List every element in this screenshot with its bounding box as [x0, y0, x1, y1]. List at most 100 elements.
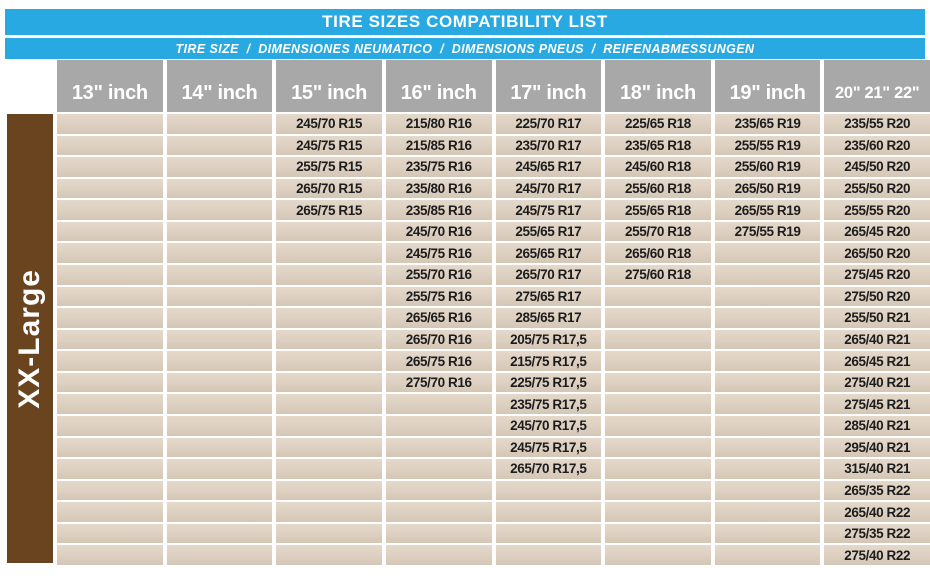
empty-cell: [276, 264, 382, 285]
column-header-2: 14" inch: [166, 60, 273, 112]
empty-cell: [605, 394, 711, 414]
empty-cell: [166, 221, 273, 242]
tire-size-cell: 265/70 R15: [276, 178, 382, 199]
empty-cell: [166, 114, 273, 134]
empty-cell: [57, 372, 163, 393]
tire-size-cell: 265/35 R22: [824, 480, 930, 501]
tire-size-cell: 265/65 R16: [385, 308, 492, 328]
empty-cell: [276, 394, 382, 414]
empty-cell: [57, 135, 163, 156]
empty-cell: [166, 523, 273, 544]
tire-size-cell: 265/70 R16: [385, 329, 492, 350]
tire-size-cell: 295/40 R21: [824, 437, 930, 458]
empty-cell: [605, 502, 711, 522]
size-group-sidebar: XX-Large: [7, 114, 53, 563]
column-header-3: 15" inch: [276, 60, 382, 112]
empty-cell: [714, 459, 821, 479]
empty-cell: [57, 286, 163, 307]
empty-cell: [605, 372, 711, 393]
empty-cell: [166, 200, 273, 220]
empty-cell: [714, 437, 821, 458]
empty-cell: [276, 351, 382, 371]
empty-cell: [57, 157, 163, 177]
tire-size-cell: 255/75 R16: [385, 286, 492, 307]
tire-size-cell: 245/50 R20: [824, 157, 930, 177]
tire-size-cell: 245/65 R17: [495, 157, 602, 177]
empty-cell: [276, 415, 382, 436]
column-header-8: 20" 21" 22": [824, 60, 930, 112]
empty-cell: [495, 523, 602, 544]
tire-size-cell: 255/70 R18: [605, 221, 711, 242]
empty-cell: [57, 523, 163, 544]
empty-cell: [166, 459, 273, 479]
empty-cell: [276, 459, 382, 479]
empty-cell: [714, 480, 821, 501]
empty-cell: [166, 372, 273, 393]
empty-cell: [605, 415, 711, 436]
empty-cell: [57, 329, 163, 350]
empty-cell: [166, 157, 273, 177]
empty-cell: [605, 437, 711, 458]
empty-cell: [166, 286, 273, 307]
tire-size-cell: 225/65 R18: [605, 114, 711, 134]
empty-cell: [276, 480, 382, 501]
tire-size-cell: 235/75 R17,5: [495, 394, 602, 414]
tire-size-cell: 285/65 R17: [495, 308, 602, 328]
tire-size-cell: 275/40 R22: [824, 545, 930, 565]
empty-cell: [714, 351, 821, 371]
empty-cell: [276, 243, 382, 263]
empty-cell: [714, 308, 821, 328]
tire-size-cell: 215/75 R17,5: [495, 351, 602, 371]
page-subtitle: TIRE SIZE / DIMENSIONES NEUMATICO / DIME…: [5, 38, 925, 59]
empty-cell: [276, 308, 382, 328]
empty-cell: [57, 502, 163, 522]
empty-cell: [57, 480, 163, 501]
tire-size-cell: 245/70 R16: [385, 221, 492, 242]
empty-cell: [495, 502, 602, 522]
empty-cell: [57, 545, 163, 565]
tire-size-cell: 285/40 R21: [824, 415, 930, 436]
empty-cell: [276, 372, 382, 393]
tire-size-cell: 265/50 R19: [714, 178, 821, 199]
empty-cell: [605, 308, 711, 328]
empty-cell: [385, 437, 492, 458]
tire-size-cell: 265/55 R19: [714, 200, 821, 220]
empty-cell: [166, 243, 273, 263]
empty-cell: [605, 329, 711, 350]
column-header-7: 19" inch: [714, 60, 821, 112]
empty-cell: [276, 286, 382, 307]
empty-cell: [57, 264, 163, 285]
tire-size-cell: 245/75 R17: [495, 200, 602, 220]
empty-cell: [166, 135, 273, 156]
empty-cell: [57, 437, 163, 458]
tire-size-cell: 265/65 R17: [495, 243, 602, 263]
tire-size-cell: 225/75 R17,5: [495, 372, 602, 393]
empty-cell: [57, 114, 163, 134]
tire-size-cell: 245/60 R18: [605, 157, 711, 177]
tire-size-cell: 245/70 R17: [495, 178, 602, 199]
tire-size-cell: 225/70 R17: [495, 114, 602, 134]
tire-size-cell: 275/60 R18: [605, 264, 711, 285]
column-header-4: 16" inch: [385, 60, 492, 112]
tire-size-cell: 315/40 R21: [824, 459, 930, 479]
column-header-6: 18" inch: [605, 60, 711, 112]
tire-size-cell: 255/55 R19: [714, 135, 821, 156]
empty-cell: [166, 178, 273, 199]
tire-size-cell: 245/70 R15: [276, 114, 382, 134]
empty-cell: [605, 286, 711, 307]
empty-cell: [57, 459, 163, 479]
empty-cell: [166, 545, 273, 565]
tire-size-cell: 255/75 R15: [276, 157, 382, 177]
column-headers: 13" inch 14" inch 15" inch 16" inch 17" inch…: [57, 60, 930, 112]
empty-cell: [605, 545, 711, 565]
tire-size-cell: 275/55 R19: [714, 221, 821, 242]
tire-size-cell: 235/55 R20: [824, 114, 930, 134]
empty-cell: [385, 415, 492, 436]
empty-cell: [276, 437, 382, 458]
empty-cell: [276, 523, 382, 544]
tire-size-cell: 235/80 R16: [385, 178, 492, 199]
empty-cell: [166, 351, 273, 371]
empty-cell: [714, 523, 821, 544]
empty-cell: [276, 221, 382, 242]
empty-cell: [276, 545, 382, 565]
